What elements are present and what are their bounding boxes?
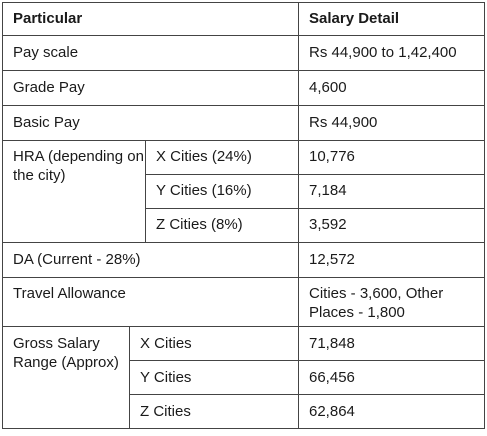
hra-value-y: 7,184 [298,174,485,209]
hra-city-z: Z Cities (8%) [145,208,299,243]
table-row: HRA (depending on the city) X Cities (24… [2,140,485,243]
gross-label: Gross Salary Range (Approx) [2,326,130,429]
salary-table: Particular Salary Detail Pay scale Rs 44… [2,2,485,429]
hra-value-x: 10,776 [298,140,485,175]
grade-pay-label: Grade Pay [2,70,299,106]
gross-city-x: X Cities [129,326,299,361]
table-row: DA (Current - 28%) 12,572 [2,242,485,278]
table-row: Gross Salary Range (Approx) X Cities 71,… [2,326,485,429]
basic-pay-value: Rs 44,900 [298,105,485,141]
table-row: Travel Allowance Cities - 3,600, Other P… [2,277,485,327]
basic-pay-label: Basic Pay [2,105,299,141]
gross-value-y: 66,456 [298,360,485,395]
table-header-row: Particular Salary Detail [2,2,485,36]
travel-label: Travel Allowance [2,277,299,327]
pay-scale-label: Pay scale [2,35,299,71]
hra-city-y: Y Cities (16%) [145,174,299,209]
grade-pay-value: 4,600 [298,70,485,106]
gross-value-z: 62,864 [298,394,485,429]
gross-value-x: 71,848 [298,326,485,361]
hra-city-x: X Cities (24%) [145,140,299,175]
hra-value-z: 3,592 [298,208,485,243]
table-row: Grade Pay 4,600 [2,70,485,106]
gross-city-y: Y Cities [129,360,299,395]
gross-city-z: Z Cities [129,394,299,429]
table-row: Y Cities (16%) 7,184 [3,174,485,209]
travel-value: Cities - 3,600, Other Places - 1,800 [298,277,485,327]
table-row: Basic Pay Rs 44,900 [2,105,485,141]
table-row: Z Cities 62,864 [3,394,485,429]
header-salary-detail: Salary Detail [298,2,485,36]
table-row: Y Cities 66,456 [3,360,485,395]
da-value: 12,572 [298,242,485,278]
hra-label: HRA (depending on the city) [2,140,146,243]
header-particular: Particular [2,2,299,36]
da-label: DA (Current - 28%) [2,242,299,278]
pay-scale-value: Rs 44,900 to 1,42,400 [298,35,485,71]
table-row: Pay scale Rs 44,900 to 1,42,400 [2,35,485,71]
table-row: Z Cities (8%) 3,592 [3,208,485,243]
